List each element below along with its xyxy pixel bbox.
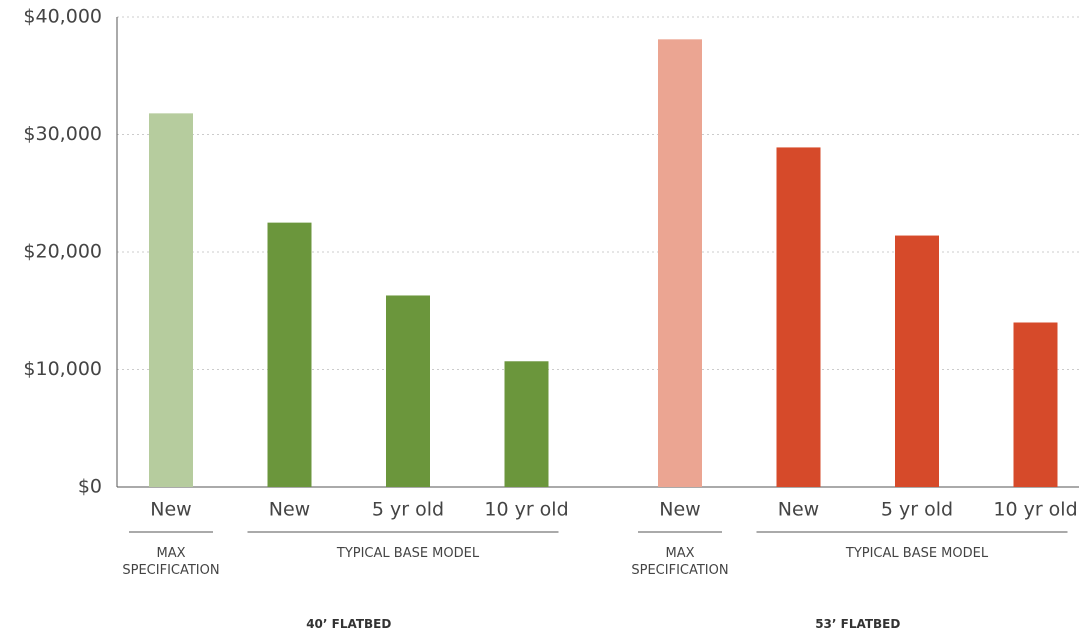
x-tick-label: New [150, 499, 191, 521]
x-tick-label: 5 yr old [881, 499, 953, 521]
y-tick-label: $20,000 [23, 241, 102, 263]
y-tick-label: $0 [78, 476, 102, 498]
subgroup-label: MAX SPECIFICATION [631, 546, 729, 578]
y-tick-label: $40,000 [23, 6, 102, 28]
bar [895, 235, 939, 487]
bar [1013, 322, 1058, 487]
subgroup-label: TYPICAL BASE MODEL [845, 546, 989, 561]
subgroup-label: MAX SPECIFICATION [122, 546, 220, 578]
x-tick-label: 10 yr old [484, 499, 568, 521]
bar [386, 295, 430, 487]
y-tick-label: $30,000 [23, 123, 102, 145]
bar [504, 361, 549, 487]
bar [658, 39, 702, 487]
x-tick-label: New [778, 499, 819, 521]
subgroup-label: TYPICAL BASE MODEL [336, 546, 480, 561]
group-label: 40’ FLATBED [306, 617, 392, 631]
group-label: 53’ FLATBED [815, 617, 901, 631]
bar [267, 222, 312, 487]
bar [776, 147, 821, 488]
x-tick-label: New [659, 499, 700, 521]
x-tick-label: 10 yr old [993, 499, 1077, 521]
y-tick-label: $10,000 [23, 358, 102, 380]
x-tick-label: 5 yr old [372, 499, 444, 521]
x-tick-label: New [269, 499, 310, 521]
bar [149, 113, 193, 487]
